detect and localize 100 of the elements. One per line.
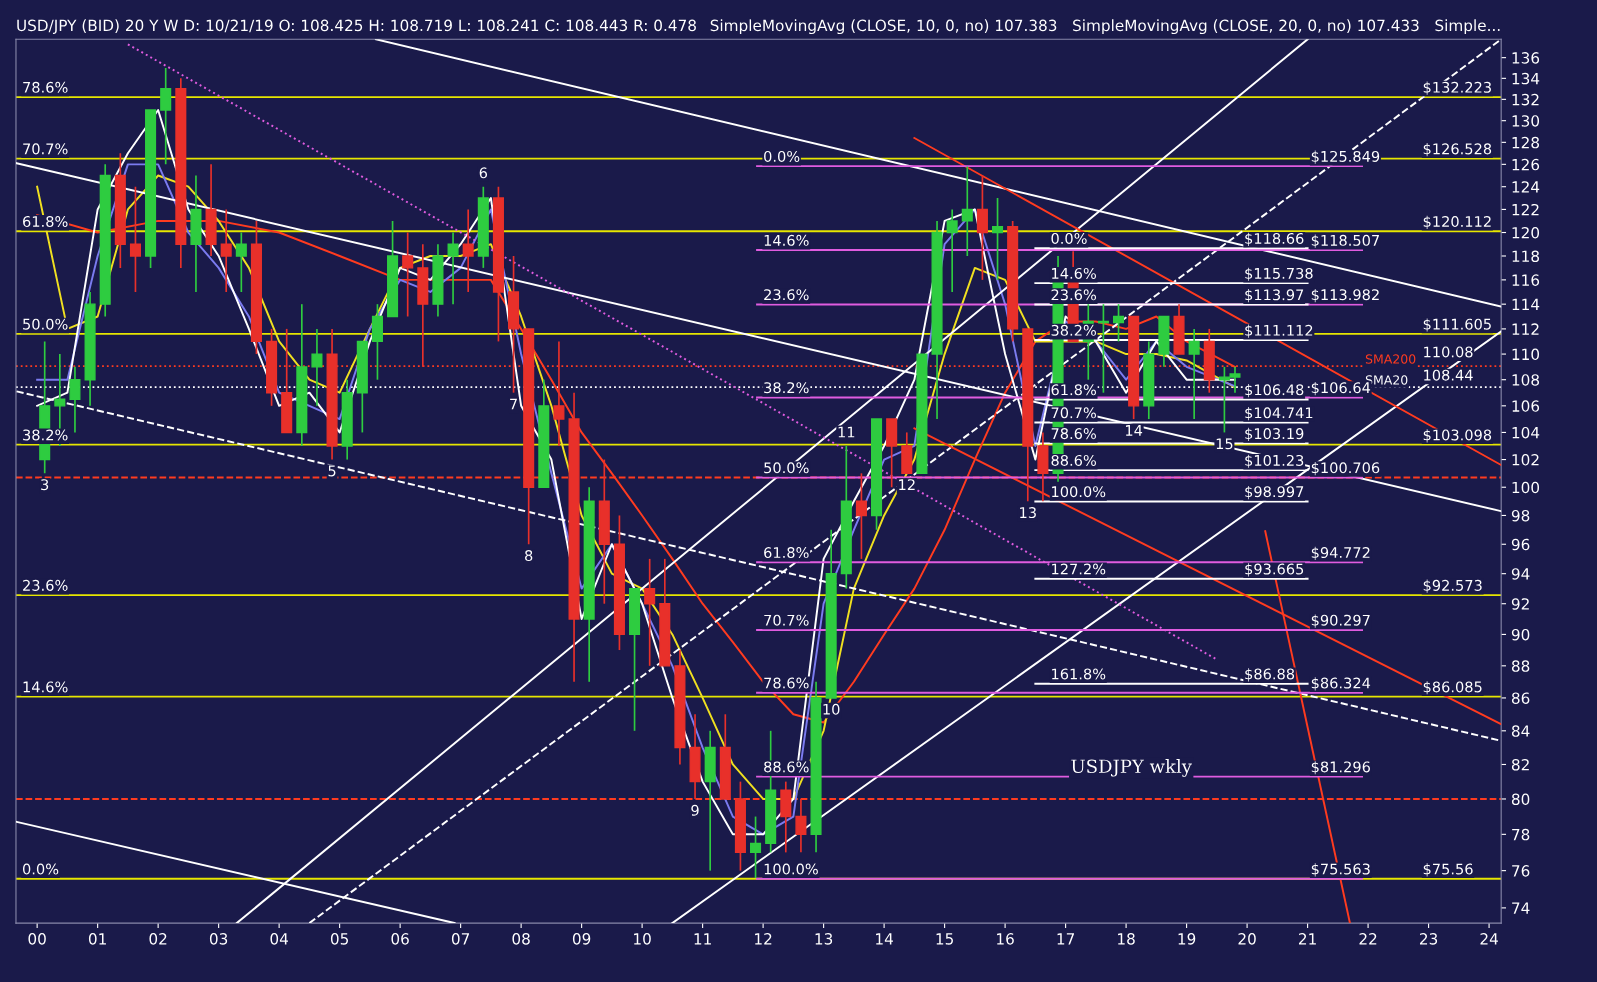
annotation: $118.507 — [1311, 234, 1379, 248]
y-tick-label: 106 — [1512, 400, 1540, 412]
annotation: 5 — [328, 465, 336, 477]
annotation: 70.7% — [1051, 407, 1096, 419]
annotation: 38.2% — [764, 382, 809, 394]
annotation: $111.605 — [1423, 318, 1491, 332]
annotation: $94.772 — [1311, 546, 1370, 560]
y-tick-label: 118 — [1512, 250, 1540, 263]
x-tick-label: 04 — [270, 933, 288, 945]
y-tick-label: 128 — [1512, 136, 1540, 149]
x-tick-label: 13 — [815, 933, 833, 945]
annotation: $125.849 — [1311, 150, 1380, 164]
annotation: $115.738 — [1245, 267, 1313, 281]
y-tick-label: 96 — [1511, 538, 1530, 551]
x-tick-label: 10 — [634, 933, 651, 945]
annotation: 12 — [899, 479, 915, 490]
annotation: $86.324 — [1311, 677, 1371, 691]
annotation: 50.0% — [23, 318, 68, 330]
annotation: $100.706 — [1311, 461, 1380, 476]
x-tick-label: 16 — [997, 933, 1014, 945]
annotation: $86.88 — [1245, 668, 1295, 682]
y-tick-label: 102 — [1512, 454, 1539, 466]
annotation: 6 — [479, 167, 488, 179]
annotation: 78.6% — [23, 81, 68, 93]
annotation: $113.982 — [1311, 288, 1379, 303]
annotation: 14.6% — [1052, 267, 1096, 279]
annotation: 61.8% — [764, 547, 809, 559]
annotation: 108.44 — [1424, 369, 1473, 381]
annotation: 0.0% — [764, 150, 800, 162]
x-tick-label: 18 — [1118, 933, 1135, 945]
annotation: 88.6% — [1051, 454, 1096, 466]
ref-line-label: SMA200 — [1365, 354, 1416, 364]
y-tick-label: 130 — [1512, 115, 1540, 127]
annotation: 38.2% — [23, 429, 68, 441]
annotation: 88.6% — [764, 761, 809, 773]
annotation: 10 — [823, 703, 840, 715]
annotation: $93.665 — [1245, 563, 1304, 577]
annotation: 23.6% — [23, 579, 68, 591]
x-tick-label: 24 — [1480, 933, 1498, 945]
annotation: 70.7% — [23, 143, 68, 155]
annotation: 100.0% — [1052, 486, 1106, 498]
y-tick-label: 94 — [1511, 568, 1530, 580]
annotation: 13 — [1020, 507, 1036, 519]
y-tick-label: 88 — [1511, 660, 1530, 672]
x-tick-label: 01 — [88, 933, 106, 945]
x-tick-label: 11 — [694, 933, 711, 945]
annotation: $120.112 — [1423, 215, 1491, 229]
annotation: 14.6% — [764, 234, 809, 246]
annotation: $81.296 — [1311, 761, 1370, 775]
annotation: 3 — [41, 479, 49, 491]
y-tick-label: 122 — [1512, 203, 1539, 216]
y-tick-label: 120 — [1512, 226, 1540, 239]
annotation: $104.741 — [1245, 407, 1313, 421]
annotation: 38.2% — [1051, 324, 1096, 336]
y-tick-label: 84 — [1511, 725, 1530, 737]
annotation: $101.23 — [1245, 454, 1304, 468]
annotation: 70.7% — [764, 614, 809, 626]
annotation: 0.0% — [22, 863, 59, 875]
annotation: 127.2% — [1052, 563, 1106, 575]
annotation: 14.6% — [23, 681, 68, 693]
x-tick-label: 03 — [209, 933, 228, 945]
y-tick-label: 110 — [1512, 348, 1540, 361]
y-tick-label: 132 — [1512, 93, 1539, 106]
annotation: 110.08 — [1424, 346, 1473, 358]
annotation: 0.0% — [1051, 232, 1087, 244]
x-tick-label: 08 — [512, 933, 530, 945]
annotation: $90.297 — [1311, 614, 1370, 628]
x-tick-label: 21 — [1298, 933, 1316, 945]
annotation: 8 — [525, 550, 533, 562]
annotation: $75.56 — [1423, 863, 1473, 877]
annotation: 78.6% — [1051, 428, 1096, 440]
y-tick-label: 92 — [1511, 598, 1529, 610]
y-tick-label: 112 — [1512, 323, 1539, 335]
annotation: $118.66 — [1245, 232, 1304, 246]
annotation: $86.085 — [1423, 681, 1482, 695]
x-tick-label: 09 — [572, 933, 591, 945]
x-tick-label: 14 — [876, 933, 893, 945]
y-tick-label: 80 — [1511, 793, 1530, 805]
annotation: $132.223 — [1423, 81, 1491, 95]
annotation: $126.528 — [1423, 143, 1492, 157]
annotation: 23.6% — [764, 289, 809, 301]
y-tick-label: 82 — [1511, 758, 1529, 771]
x-tick-label: 23 — [1419, 933, 1438, 945]
annotation: $111.112 — [1245, 324, 1313, 338]
y-tick-label: 114 — [1512, 298, 1540, 310]
chart-subtitle: SimpleMovingAvg (CLOSE, 10, 0, no) 107.383 SimpleMovingAvg (CLOSE, 20, 0, no) 107.433 Simple... — [710, 19, 1500, 35]
annotation: $103.19 — [1245, 427, 1304, 442]
y-tick-label: 100 — [1512, 481, 1540, 494]
x-tick-label: 22 — [1359, 933, 1377, 945]
y-tick-label: 78 — [1512, 828, 1530, 841]
annotation: $92.573 — [1423, 579, 1482, 593]
annotation: $103.098 — [1423, 429, 1492, 443]
annotation: 11 — [838, 426, 855, 438]
y-tick-label: 76 — [1512, 865, 1530, 877]
annotation: 161.8% — [1052, 668, 1106, 680]
y-tick-label: 108 — [1512, 374, 1540, 386]
annotation: 50.0% — [764, 462, 809, 474]
annotation: $106.48 — [1245, 384, 1304, 398]
y-tick-label: 126 — [1512, 158, 1540, 171]
y-tick-label: 104 — [1512, 426, 1540, 439]
